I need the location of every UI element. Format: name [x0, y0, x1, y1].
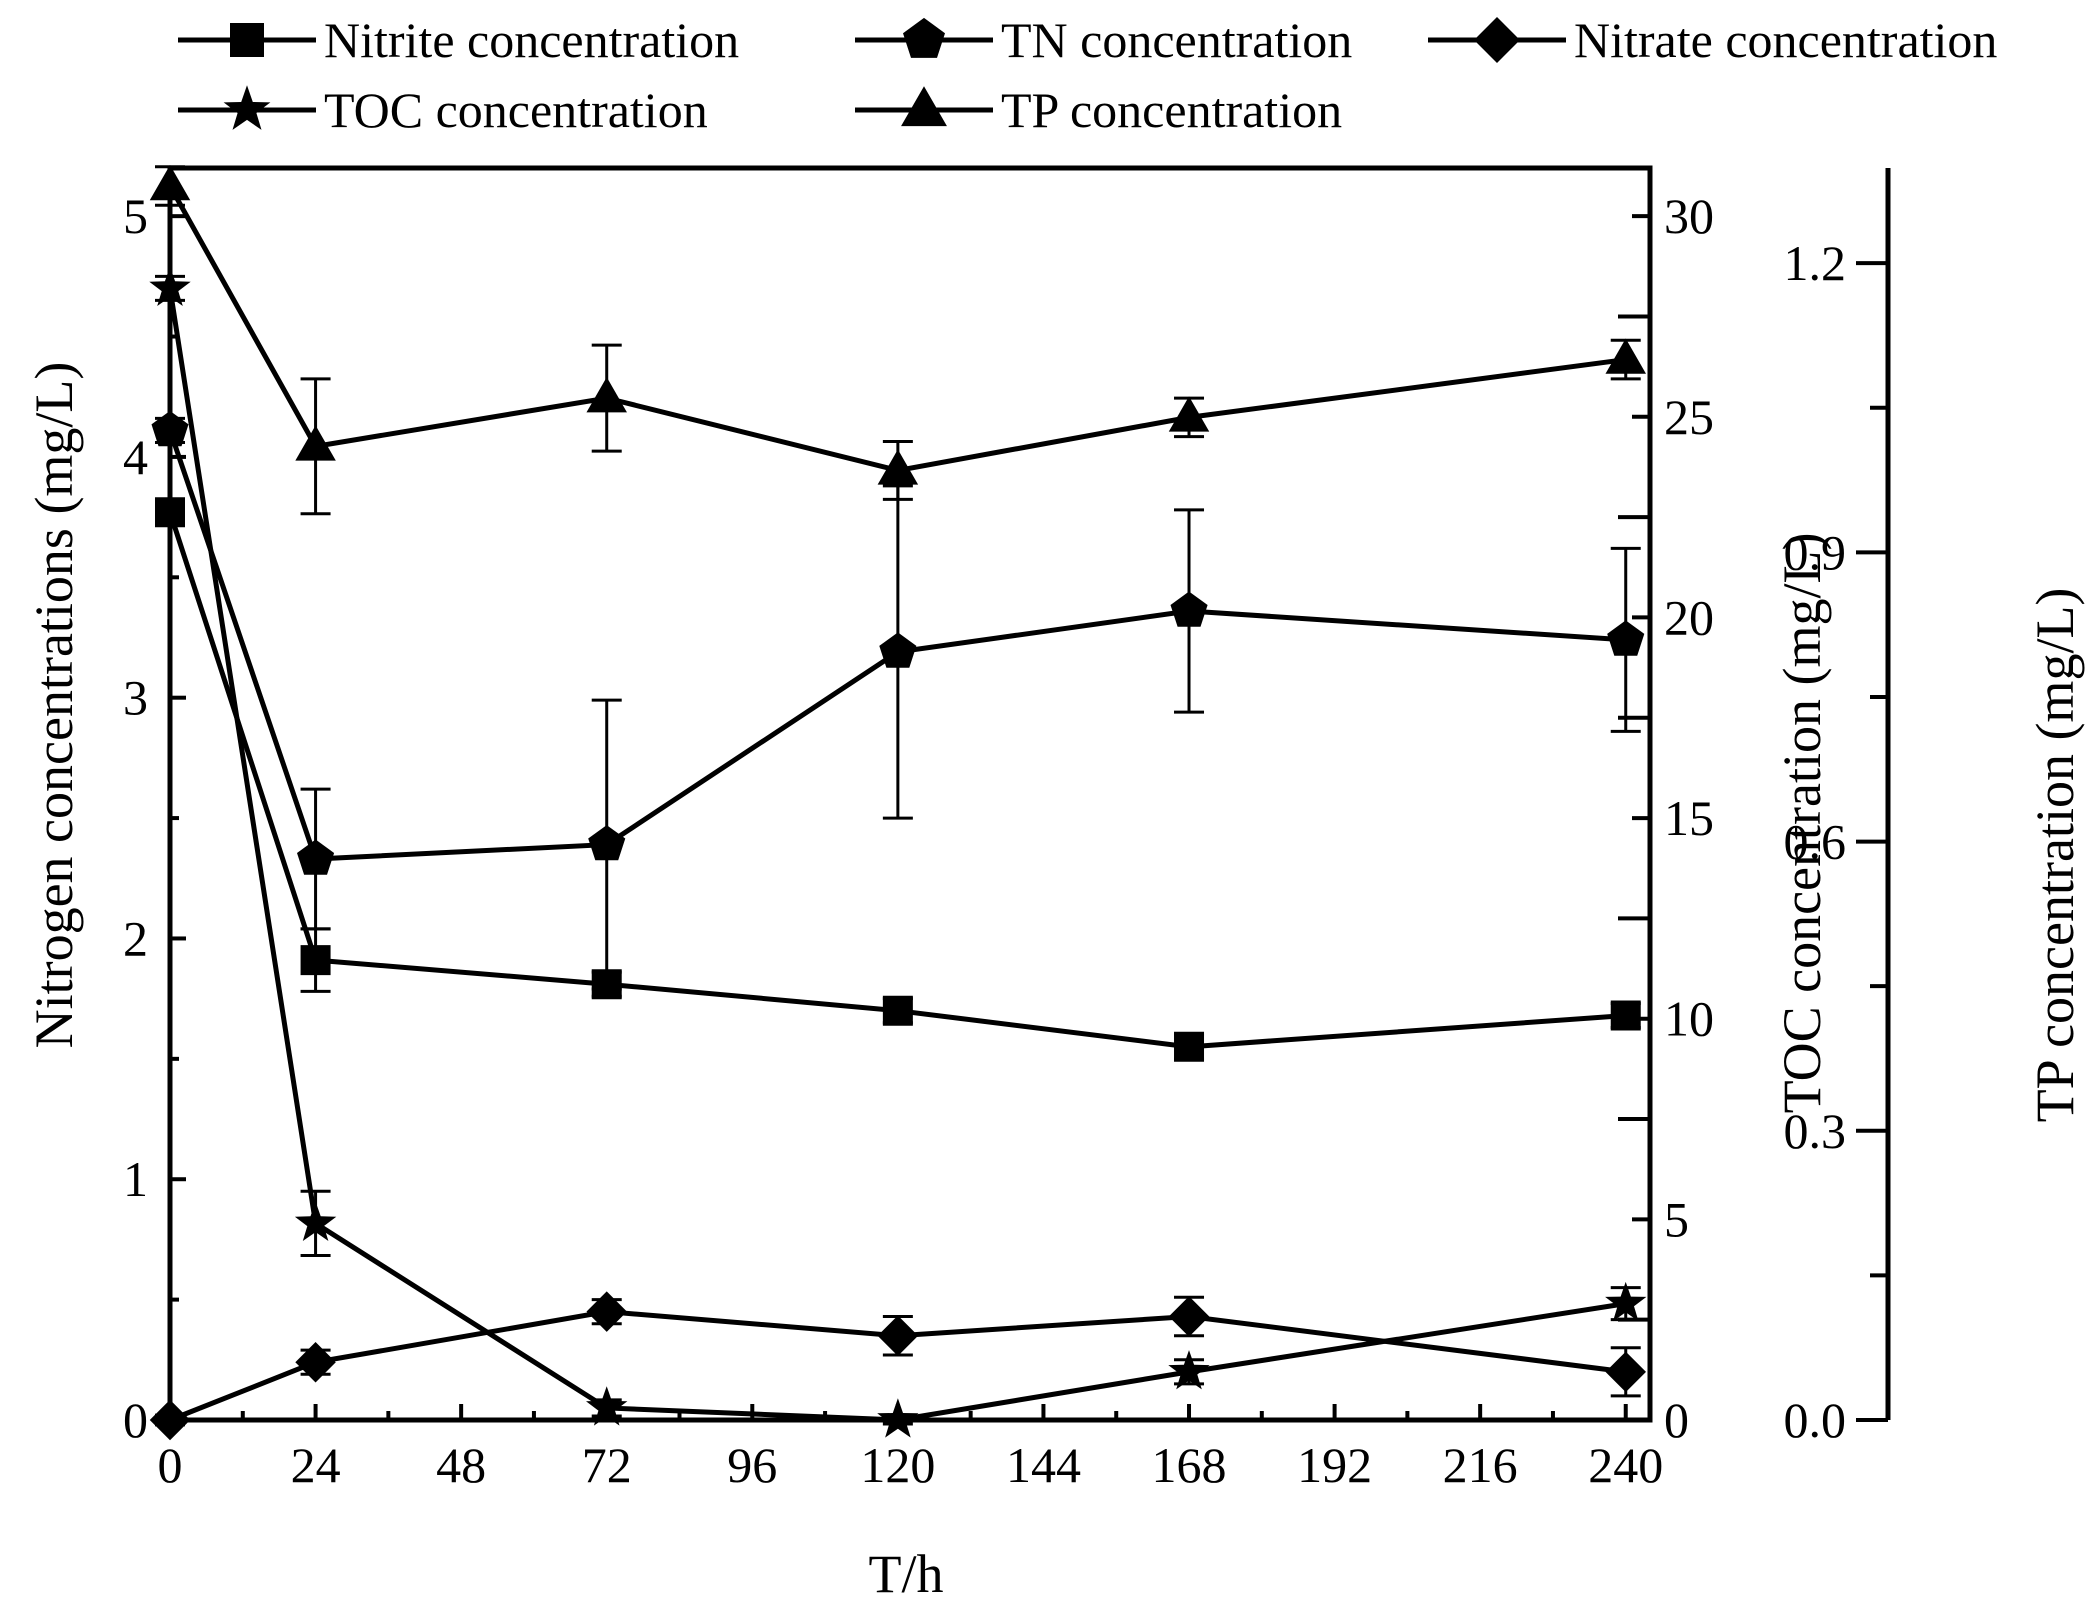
series-layer: [149, 165, 1647, 1441]
x-axis-title: T/h: [869, 1544, 944, 1603]
x-tick-label: 144: [1006, 1437, 1081, 1493]
toc-point: [149, 266, 191, 306]
tp-point: [877, 449, 919, 485]
x-tick-label: 72: [582, 1437, 632, 1493]
tn-point: [297, 839, 335, 875]
legend-label: TP concentration: [1001, 82, 1342, 138]
toc-tick-label: 10: [1664, 991, 1714, 1047]
legend: Nitrite concentration TN concentration Nit…: [178, 12, 1997, 138]
tp-line: [167, 184, 1627, 473]
legend-square-marker: [230, 23, 264, 57]
x-axis: 0 24 48 72 96 120 144 168 192 216 240: [158, 1404, 1663, 1493]
tp-axis-title: TP concentration (mg/L): [2025, 588, 2085, 1123]
left-tick-label: 0: [123, 1392, 148, 1448]
legend-label: Nitrite concentration: [324, 12, 739, 68]
tp-tick-label: 1.2: [1784, 235, 1847, 291]
nitrite-series: [155, 497, 1641, 1062]
plot-area: [167, 165, 1653, 1423]
tn-line: [167, 429, 1626, 862]
left-axis-title: Nitrogen concentrations (mg/L): [24, 362, 84, 1049]
left-tick-label: 1: [123, 1151, 148, 1207]
x-tick-label: 96: [727, 1437, 777, 1493]
tn-point: [1607, 620, 1645, 656]
toc-point: [1168, 1350, 1210, 1390]
left-tick-label: 5: [123, 188, 148, 244]
nitrite-line: [167, 511, 1626, 1050]
nitrate-point: [1605, 1351, 1646, 1393]
left-tick-label: 3: [123, 670, 148, 726]
legend-pentagon-marker: [903, 17, 945, 58]
toc-tick-label: 20: [1664, 589, 1714, 645]
x-tick-label: 24: [291, 1437, 341, 1493]
legend-label: Nitrate concentration: [1574, 12, 1997, 68]
toc-point: [1605, 1281, 1647, 1322]
tp-axis: 0.0 0.3 0.6 0.9 1.2: [1784, 168, 1891, 1448]
legend-diamond-marker: [1474, 17, 1520, 63]
nitrate-point: [1168, 1296, 1210, 1337]
nitrite-point: [1174, 1031, 1205, 1062]
tp-tick-label: 0.0: [1784, 1392, 1847, 1448]
nitrate-point: [586, 1291, 627, 1332]
x-tick-label: 0: [158, 1437, 183, 1493]
tp-point: [149, 165, 191, 201]
nitrate-point: [877, 1315, 919, 1356]
toc-series: [149, 266, 1647, 1438]
tn-point: [879, 632, 917, 668]
tp-point: [1168, 396, 1210, 432]
toc-point: [877, 1398, 919, 1438]
tp-tick-label: 0.3: [1784, 1103, 1847, 1159]
legend-item-nitrite: Nitrite concentration: [178, 12, 739, 68]
toc-axis-title: TOC concentration (mg/L): [1772, 533, 1832, 1114]
left-axis: 0 1 2 3 4 5: [123, 188, 186, 1448]
tp-tick-label: 0.6: [1784, 814, 1847, 870]
toc-tick-label: 5: [1664, 1191, 1689, 1247]
x-tick-label: 240: [1588, 1437, 1663, 1493]
toc-tick-label: 30: [1664, 188, 1714, 244]
toc-point: [294, 1201, 337, 1241]
toc-tick-label: 25: [1664, 389, 1714, 445]
legend-item-toc: TOC concentration: [178, 82, 708, 138]
toc-line: [167, 288, 1627, 1423]
tp-point: [295, 425, 336, 461]
x-tick-label: 168: [1152, 1437, 1227, 1493]
toc-point: [586, 1386, 628, 1426]
left-tick-label: 2: [123, 910, 148, 966]
legend-item-nitrate: Nitrate concentration: [1428, 12, 1997, 68]
plot-frame: [167, 165, 1653, 1423]
x-tick-label: 120: [860, 1437, 935, 1493]
legend-label: TN concentration: [1001, 12, 1352, 68]
legend-star-marker: [223, 85, 271, 130]
toc-tick-label: 15: [1664, 790, 1714, 846]
tp-point: [586, 377, 627, 413]
nitrate-line: [169, 1309, 1627, 1423]
legend-label: TOC concentration: [324, 82, 708, 138]
tn-point: [1170, 591, 1208, 627]
legend-item-tn: TN concentration: [855, 12, 1352, 68]
tn-point: [588, 825, 626, 861]
x-tick-label: 216: [1443, 1437, 1518, 1493]
legend-triangle-marker: [901, 86, 947, 127]
nitrate-point: [149, 1399, 191, 1441]
x-tick-label: 192: [1297, 1437, 1372, 1493]
nitrite-point: [300, 945, 331, 976]
tp-tick-label: 0.9: [1784, 524, 1847, 580]
toc-tick-label: 0: [1664, 1392, 1689, 1448]
nitrite-point: [155, 497, 185, 528]
toc-axis: 0 5 10 15 20 25 30: [1618, 188, 1714, 1448]
left-tick-label: 4: [123, 429, 148, 485]
legend-item-tp: TP concentration: [855, 82, 1342, 138]
nitrate-point: [295, 1341, 336, 1383]
tp-point: [1605, 338, 1646, 374]
tn-point: [151, 410, 189, 447]
nitrate-series: [149, 1291, 1646, 1441]
nitrite-point: [882, 995, 913, 1026]
tp-series: [149, 165, 1646, 516]
nitrite-point: [1610, 1000, 1641, 1031]
x-tick-label: 48: [436, 1437, 486, 1493]
